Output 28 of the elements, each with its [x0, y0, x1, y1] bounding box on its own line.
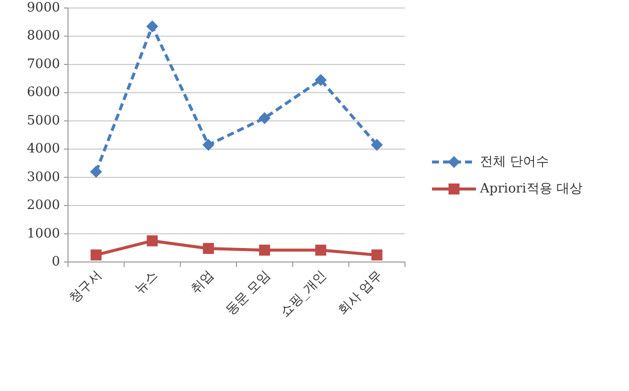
- point: [90, 166, 102, 178]
- y-tick-label: 7000: [26, 56, 60, 72]
- point: [146, 235, 158, 246]
- y-tick-label: 2000: [26, 198, 60, 214]
- point: [90, 249, 102, 260]
- y-tick-label: 0: [52, 254, 60, 270]
- legend-label: 전체 단어수: [480, 154, 550, 170]
- y-tick-label: 4000: [26, 142, 60, 157]
- x-tick-label: 취업: [188, 268, 218, 298]
- point: [202, 138, 214, 151]
- point: [314, 74, 327, 86]
- legend-label: Apriori적용 대상: [479, 182, 582, 196]
- y-tick-label: 5000: [26, 113, 60, 128]
- y-tick-label: 9000: [26, 0, 60, 16]
- point: [370, 138, 383, 151]
- x-tick-label: 뉴스: [132, 268, 162, 298]
- point: [258, 112, 271, 124]
- point: [202, 242, 214, 254]
- y-tick-label: 6000: [26, 85, 60, 100]
- x-tick-label: 동문 모임: [223, 268, 274, 319]
- point: [315, 244, 326, 256]
- point: [371, 249, 382, 260]
- y-tick-label: 8000: [26, 28, 60, 44]
- point: [259, 244, 270, 256]
- y-tick-label: 1000: [26, 226, 60, 242]
- x-tick-label: 회사 업무: [335, 268, 386, 319]
- y-tick-label: 3000: [26, 170, 60, 185]
- point: [146, 20, 158, 32]
